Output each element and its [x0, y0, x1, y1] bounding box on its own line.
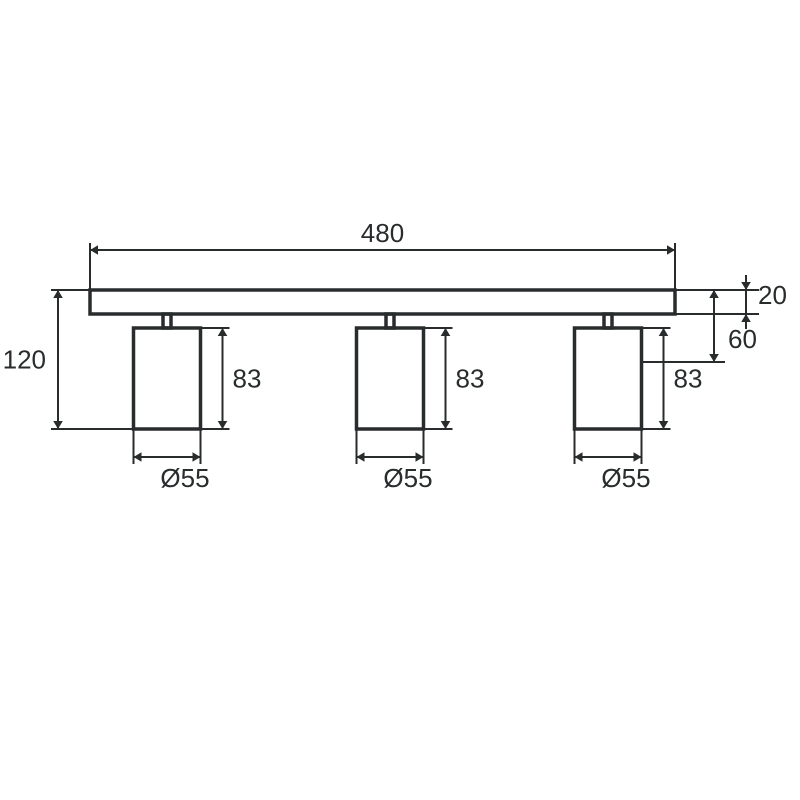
- dim-cyl-dia-0: Ø55: [160, 463, 209, 493]
- dim-cyl-height-2: 83: [674, 364, 703, 394]
- dim-bar-20: 20: [758, 280, 787, 310]
- dim-cyl-height-0: 83: [233, 364, 262, 394]
- dim-width-480: 480: [361, 218, 404, 248]
- technical-drawing: 480 83 Ø55 83 Ø55 83 Ø55 120 2060: [0, 0, 800, 800]
- dim-right-60: 60: [728, 324, 757, 354]
- dim-cyl-dia-2: Ø55: [601, 463, 650, 493]
- dim-left-120: 120: [3, 345, 46, 375]
- dim-cyl-height-1: 83: [456, 364, 485, 394]
- dim-cyl-dia-1: Ø55: [383, 463, 432, 493]
